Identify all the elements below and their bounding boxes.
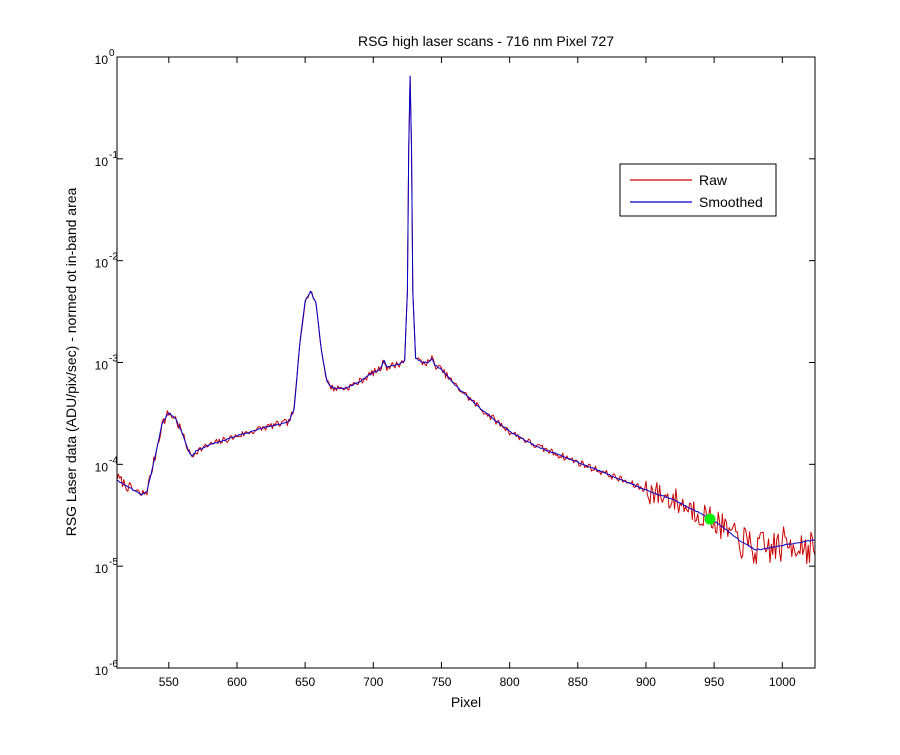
y-tick-label: 10 bbox=[95, 664, 109, 678]
legend: Raw Smoothed bbox=[619, 163, 777, 217]
x-axis-label: Pixel bbox=[451, 694, 481, 710]
y-tick-exponent: -2 bbox=[109, 252, 118, 263]
x-tick-label: 800 bbox=[500, 675, 520, 689]
x-tick-label: 750 bbox=[431, 675, 451, 689]
series-line-raw bbox=[116, 75, 816, 565]
x-tick-label: 950 bbox=[704, 675, 724, 689]
y-tick-exponent: -6 bbox=[109, 659, 118, 670]
x-tick-label: 600 bbox=[227, 675, 247, 689]
plot-area bbox=[117, 57, 815, 668]
y-tick-exponent: -3 bbox=[109, 354, 118, 365]
legend-label-smoothed: Smoothed bbox=[699, 194, 763, 210]
y-tick-exponent: -4 bbox=[109, 455, 118, 466]
y-tick-exponent: -5 bbox=[109, 557, 118, 568]
series-line-smoothed bbox=[116, 75, 816, 551]
x-tick-label: 700 bbox=[363, 675, 383, 689]
legend-label-raw: Raw bbox=[699, 172, 728, 188]
x-tick-label: 550 bbox=[159, 675, 179, 689]
chart-title: RSG high laser scans - 716 nm Pixel 727 bbox=[358, 33, 614, 49]
x-tick-label: 1000 bbox=[769, 675, 796, 689]
series-layer bbox=[116, 75, 816, 565]
y-tick-label: 10 bbox=[95, 359, 109, 373]
y-tick-label: 10 bbox=[95, 155, 109, 169]
x-tick-label: 850 bbox=[568, 675, 588, 689]
y-tick-label: 10 bbox=[95, 257, 109, 271]
highlight-point bbox=[704, 513, 716, 525]
x-tick-label: 900 bbox=[636, 675, 656, 689]
y-tick-exponent: 0 bbox=[109, 48, 115, 59]
y-tick-label: 10 bbox=[95, 460, 109, 474]
y-axis-label: RSG Laser data (ADU/pix/sec) - normed ot… bbox=[63, 187, 79, 536]
axes-box bbox=[116, 56, 816, 669]
y-tick-label: 10 bbox=[95, 562, 109, 576]
y-tick-exponent: -1 bbox=[109, 150, 118, 161]
y-tick-label: 10 bbox=[95, 53, 109, 67]
x-tick-label: 650 bbox=[295, 675, 315, 689]
legend-box bbox=[619, 163, 777, 217]
